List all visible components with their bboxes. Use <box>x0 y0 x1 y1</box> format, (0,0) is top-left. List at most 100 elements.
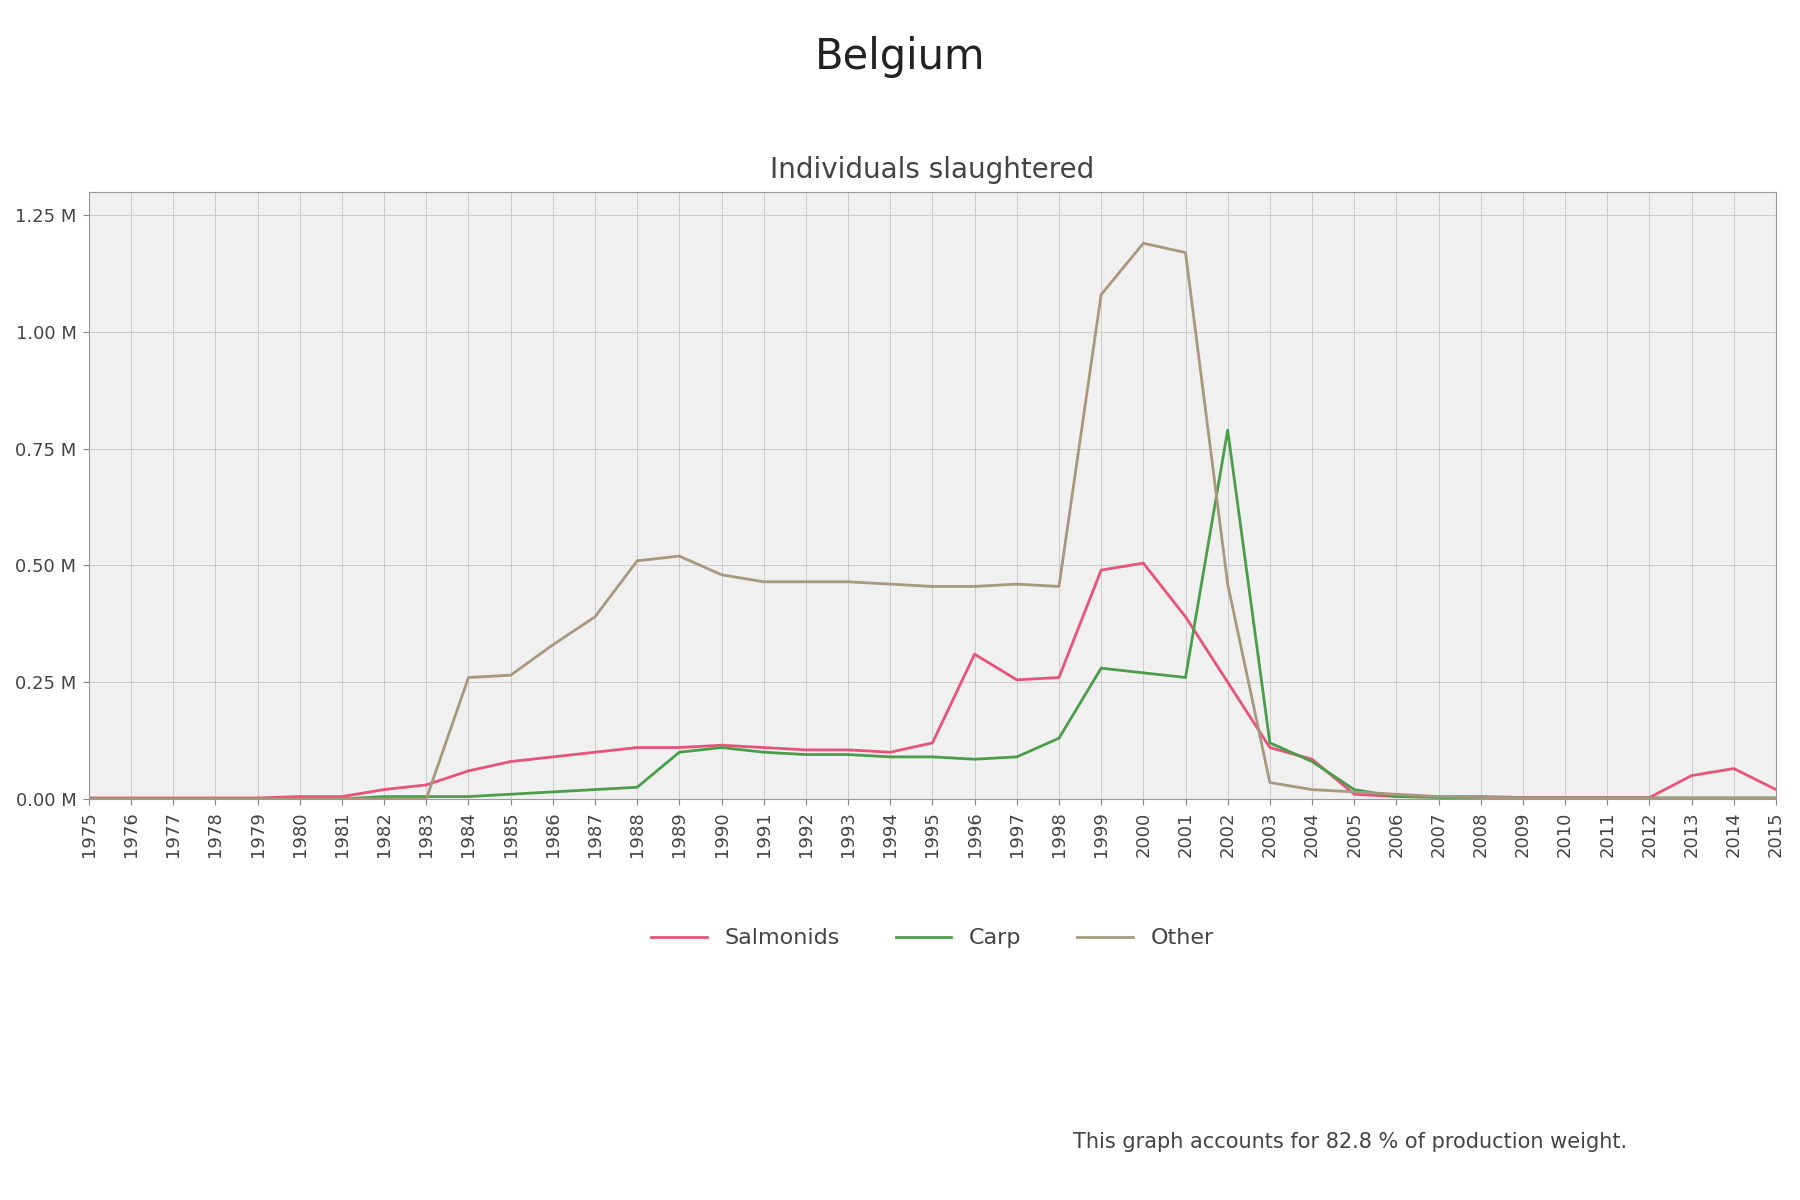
Other <box>1091 288 1112 302</box>
Legend: Salmonids, Carp, Other: Salmonids, Carp, Other <box>628 906 1237 970</box>
Other <box>1681 791 1703 805</box>
Carp <box>1175 671 1197 685</box>
Title: Individuals slaughtered: Individuals slaughtered <box>770 156 1094 184</box>
Other <box>542 637 563 652</box>
Salmonids <box>1301 752 1323 767</box>
Other <box>1555 791 1577 805</box>
Line: Salmonids: Salmonids <box>88 563 1777 798</box>
Salmonids <box>77 791 99 805</box>
Other <box>752 575 774 589</box>
Other <box>1723 791 1744 805</box>
Carp <box>1427 791 1449 805</box>
Carp <box>922 750 943 764</box>
Other <box>162 792 184 806</box>
Other <box>373 792 394 806</box>
Salmonids <box>1091 563 1112 577</box>
Other <box>1766 791 1787 805</box>
Salmonids <box>1427 790 1449 804</box>
Carp <box>963 752 985 767</box>
Carp <box>290 792 311 806</box>
Carp <box>373 790 394 804</box>
Salmonids <box>457 763 479 778</box>
Carp <box>1597 791 1618 805</box>
Other <box>77 792 99 806</box>
Other <box>1427 790 1449 804</box>
Salmonids <box>331 790 353 804</box>
Salmonids <box>162 791 184 805</box>
Other <box>626 553 648 568</box>
Text: Belgium: Belgium <box>815 36 985 78</box>
Other <box>711 568 733 582</box>
Salmonids <box>585 745 607 760</box>
Carp <box>1386 790 1408 804</box>
Carp <box>711 740 733 755</box>
Salmonids <box>796 743 817 757</box>
Carp <box>1343 782 1364 797</box>
Carp <box>542 785 563 799</box>
Salmonids <box>668 740 689 755</box>
Carp <box>1681 791 1703 805</box>
Salmonids <box>1175 610 1197 624</box>
Carp <box>1766 791 1787 805</box>
Other <box>1048 580 1069 594</box>
Other <box>416 792 437 806</box>
Other <box>1301 782 1323 797</box>
Salmonids <box>1386 790 1408 804</box>
Other <box>500 668 522 683</box>
Salmonids <box>752 740 774 755</box>
Other <box>1132 236 1154 251</box>
Salmonids <box>1512 791 1534 805</box>
Carp <box>121 792 142 806</box>
Other <box>963 580 985 594</box>
Salmonids <box>1048 671 1069 685</box>
Other <box>1638 791 1660 805</box>
Carp <box>837 748 859 762</box>
Carp <box>1217 422 1238 437</box>
Salmonids <box>1006 673 1028 688</box>
Salmonids <box>290 790 311 804</box>
Salmonids <box>711 738 733 752</box>
Carp <box>752 745 774 760</box>
Other <box>796 575 817 589</box>
Salmonids <box>1258 740 1280 755</box>
Salmonids <box>1132 556 1154 570</box>
Carp <box>162 792 184 806</box>
Salmonids <box>626 740 648 755</box>
Carp <box>585 782 607 797</box>
Salmonids <box>542 750 563 764</box>
Other <box>668 548 689 563</box>
Carp <box>1258 736 1280 750</box>
Carp <box>668 745 689 760</box>
Other <box>1217 577 1238 592</box>
Other <box>121 792 142 806</box>
Salmonids <box>1681 768 1703 782</box>
Other <box>1597 791 1618 805</box>
Salmonids <box>1217 674 1238 689</box>
Salmonids <box>500 755 522 769</box>
Carp <box>796 748 817 762</box>
Salmonids <box>880 745 902 760</box>
Carp <box>1638 791 1660 805</box>
Salmonids <box>373 782 394 797</box>
Other <box>880 577 902 592</box>
Carp <box>1048 731 1069 745</box>
Other <box>585 610 607 624</box>
Salmonids <box>247 791 268 805</box>
Other <box>205 792 227 806</box>
Text: This graph accounts for 82.8 % of production weight.: This graph accounts for 82.8 % of produc… <box>1073 1132 1627 1152</box>
Salmonids <box>1723 761 1744 775</box>
Carp <box>77 792 99 806</box>
Other <box>290 792 311 806</box>
Salmonids <box>205 791 227 805</box>
Salmonids <box>1597 791 1618 805</box>
Line: Carp: Carp <box>88 430 1777 799</box>
Salmonids <box>837 743 859 757</box>
Other <box>1258 775 1280 790</box>
Carp <box>416 790 437 804</box>
Other <box>331 792 353 806</box>
Salmonids <box>922 736 943 750</box>
Other <box>1512 791 1534 805</box>
Carp <box>1006 750 1028 764</box>
Line: Other: Other <box>88 244 1777 799</box>
Carp <box>331 792 353 806</box>
